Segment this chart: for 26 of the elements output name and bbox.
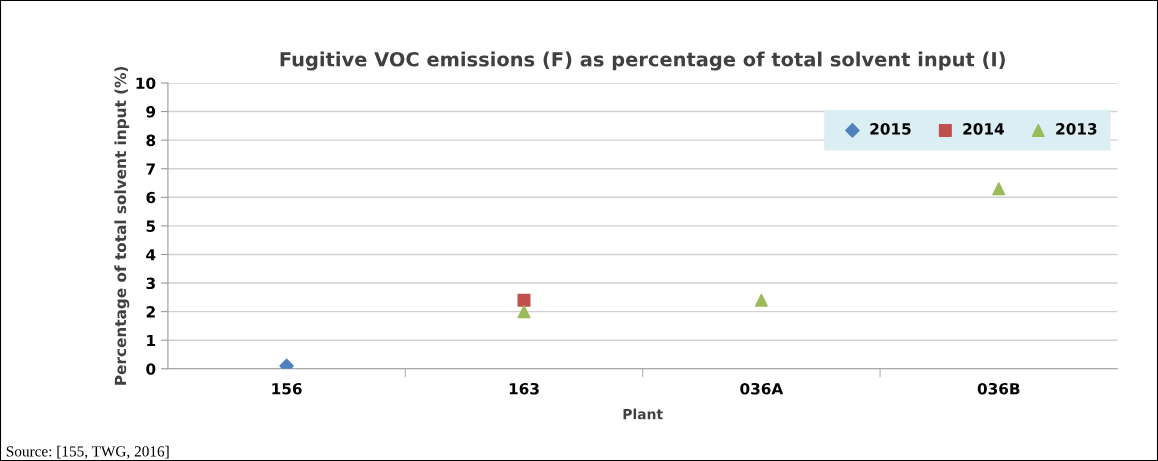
chart-title: Fugitive VOC emissions (F) as percentage of total solvent input (I) [280, 51, 1005, 71]
y-tick-label: 0 [146, 363, 156, 375]
point [517, 293, 531, 307]
y-tick-label: 4 [146, 249, 156, 261]
y-tick-label: 8 [146, 134, 156, 147]
y-axis-title: Percentage of total solvent input (%) [114, 66, 130, 385]
x-tick-label: 156 [272, 382, 302, 395]
y-tick-label: 5 [146, 220, 156, 232]
y-tick-label: 2 [146, 306, 155, 318]
y-tick-label: 9 [146, 106, 156, 118]
y-tick-label: 7 [146, 163, 155, 175]
legend-label: 2015 [870, 123, 911, 135]
x-axis-title: Plant [623, 408, 663, 420]
x-tick-label: 036A [740, 382, 784, 395]
y-tick-label: 6 [146, 191, 156, 204]
point [517, 305, 531, 319]
y-tick-label: 10 [136, 77, 156, 89]
point [754, 293, 768, 307]
y-tick-label: 3 [146, 277, 155, 290]
source-note: Source: [155, TWG, 2016] [6, 445, 169, 459]
y-tick-label: 1 [147, 334, 156, 347]
legend-label: 2014 [963, 123, 1004, 135]
point [992, 182, 1006, 196]
legend-label: 2013 [1056, 123, 1097, 135]
x-tick-label: 163 [509, 382, 539, 395]
x-tick-label: 036B [977, 382, 1020, 395]
